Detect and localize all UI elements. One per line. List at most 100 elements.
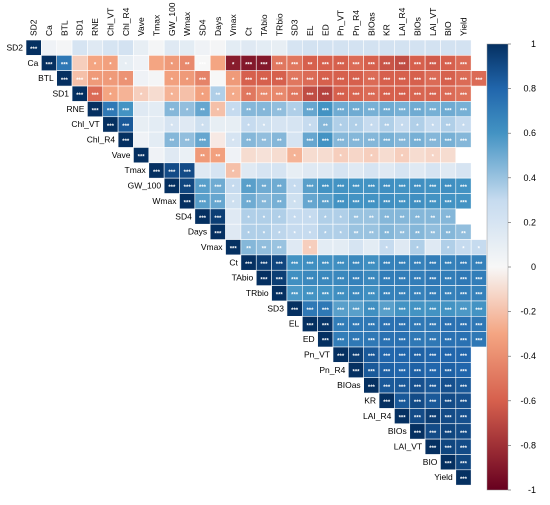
significance-mark: *** xyxy=(414,93,422,99)
heatmap-cell xyxy=(286,239,303,256)
significance-mark: *** xyxy=(383,400,391,406)
significance-mark: * xyxy=(462,247,465,253)
significance-mark: *** xyxy=(353,339,361,345)
significance-mark: * xyxy=(309,124,312,130)
significance-mark: *** xyxy=(460,139,468,145)
significance-mark: ** xyxy=(369,231,374,237)
significance-mark: *** xyxy=(337,277,345,283)
significance-mark: * xyxy=(186,108,189,114)
significance-mark: * xyxy=(109,78,112,84)
significance-mark: *** xyxy=(322,277,330,283)
significance-mark: * xyxy=(370,155,373,161)
significance-mark: *** xyxy=(445,201,453,207)
significance-mark: * xyxy=(232,108,235,114)
significance-mark: *** xyxy=(414,308,422,314)
significance-mark: *** xyxy=(368,385,376,391)
heatmap-cell xyxy=(286,162,303,179)
significance-mark: *** xyxy=(429,139,437,145)
column-label: BIO xyxy=(443,21,453,36)
heatmap-cell xyxy=(225,39,242,56)
significance-mark: * xyxy=(309,231,312,237)
significance-mark: *** xyxy=(399,139,407,145)
significance-mark: *** xyxy=(445,139,453,145)
row-label: TAbio xyxy=(232,273,254,283)
significance-mark: *** xyxy=(414,400,422,406)
column-label: Pn_R4 xyxy=(351,10,361,36)
heatmap-cell xyxy=(378,39,395,56)
heatmap-cell xyxy=(301,162,318,179)
heatmap-cell xyxy=(424,39,441,56)
heatmap-cell xyxy=(455,39,472,56)
significance-mark: *** xyxy=(353,323,361,329)
heatmap-cell xyxy=(317,147,334,164)
significance-mark: *** xyxy=(429,446,437,452)
row-label: SD3 xyxy=(267,303,284,313)
significance-mark: *** xyxy=(260,93,268,99)
significance-mark: *** xyxy=(368,293,376,299)
significance-mark: *** xyxy=(337,62,345,68)
significance-mark: *** xyxy=(199,201,207,207)
significance-mark: *** xyxy=(383,62,391,68)
significance-mark: *** xyxy=(92,108,100,114)
heatmap-cell xyxy=(455,131,472,148)
significance-mark: *** xyxy=(429,62,437,68)
significance-mark: *** xyxy=(414,277,422,283)
heatmap-cell xyxy=(271,116,288,133)
significance-mark: * xyxy=(247,231,250,237)
significance-mark: *** xyxy=(399,293,407,299)
significance-mark: *** xyxy=(353,201,361,207)
heatmap-cell xyxy=(117,39,134,56)
significance-mark: *** xyxy=(122,139,130,145)
row-label: Days xyxy=(188,227,207,237)
significance-mark: *** xyxy=(399,62,407,68)
significance-mark: ** xyxy=(262,185,267,191)
significance-mark: *** xyxy=(260,62,268,68)
significance-mark: *** xyxy=(429,293,437,299)
heatmap-cell xyxy=(209,131,226,148)
significance-mark: *** xyxy=(368,323,376,329)
significance-mark: * xyxy=(263,216,266,222)
heatmap-cell xyxy=(455,469,472,486)
significance-mark: *** xyxy=(429,201,437,207)
column-label: Ct xyxy=(244,27,254,36)
significance-mark: *** xyxy=(322,262,330,268)
heatmap-cell xyxy=(394,162,411,179)
significance-mark: *** xyxy=(306,262,314,268)
significance-mark: *** xyxy=(245,62,253,68)
significance-mark: *** xyxy=(399,93,407,99)
significance-mark: *** xyxy=(322,62,330,68)
significance-mark: *** xyxy=(61,62,69,68)
heatmap-cell xyxy=(87,39,104,56)
significance-mark: *** xyxy=(445,369,453,375)
significance-mark: ** xyxy=(277,139,282,145)
heatmap-cell xyxy=(179,147,196,164)
significance-mark: *** xyxy=(353,93,361,99)
column-label: SD3 xyxy=(290,19,300,36)
significance-mark: *** xyxy=(445,462,453,468)
significance-mark: *** xyxy=(429,93,437,99)
significance-mark: ** xyxy=(185,62,190,68)
significance-mark: *** xyxy=(414,262,422,268)
significance-mark: *** xyxy=(353,108,361,114)
row-label: BIOas xyxy=(337,380,361,390)
heatmap-cell xyxy=(102,39,119,56)
significance-mark: *** xyxy=(399,354,407,360)
significance-mark: *** xyxy=(306,93,314,99)
significance-mark: * xyxy=(401,124,404,130)
significance-mark: *** xyxy=(429,277,437,283)
significance-mark: *** xyxy=(353,293,361,299)
heatmap-cell xyxy=(71,39,88,56)
significance-mark: *** xyxy=(122,124,130,130)
significance-mark: ** xyxy=(262,139,267,145)
significance-mark: *** xyxy=(460,400,468,406)
significance-mark: *** xyxy=(337,339,345,345)
significance-mark: *** xyxy=(230,247,238,253)
heatmap-cell xyxy=(271,39,288,56)
heatmap-cell xyxy=(348,39,365,56)
significance-mark: *** xyxy=(460,93,468,99)
significance-mark: * xyxy=(478,247,481,253)
significance-mark: * xyxy=(278,216,281,222)
heatmap-cell xyxy=(148,70,165,87)
significance-mark: *** xyxy=(353,277,361,283)
